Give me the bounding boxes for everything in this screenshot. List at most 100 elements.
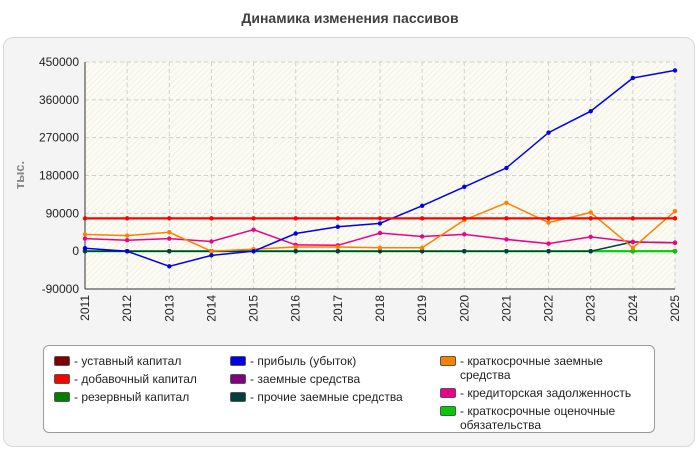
legend-label: - краткосрочные заемные средства: [460, 354, 603, 382]
data-point: [462, 248, 467, 254]
legend-swatch: [440, 388, 456, 398]
x-tick-label: 2017: [331, 295, 345, 322]
data-point: [82, 232, 88, 237]
data-point: [209, 239, 214, 244]
y-tick-label: -90000: [42, 282, 80, 296]
legend-item: - краткосрочные заемные средства: [440, 354, 650, 382]
legend-item: - прочие заемные средства: [230, 390, 430, 404]
data-point: [504, 248, 509, 254]
data-point: [124, 216, 130, 221]
data-point: [588, 108, 593, 114]
data-point: [335, 244, 341, 250]
data-point: [546, 241, 551, 246]
data-point: [335, 224, 341, 229]
data-point: [293, 248, 298, 254]
data-point: [630, 216, 636, 221]
x-tick-label: 2011: [78, 295, 92, 321]
data-point: [546, 130, 551, 135]
data-point: [672, 68, 678, 73]
data-point: [630, 248, 636, 254]
data-point: [377, 216, 383, 221]
data-point: [419, 234, 425, 239]
y-tick-label: 270000: [39, 131, 79, 145]
data-point: [167, 248, 172, 254]
legend-item: - прибыль (убыток): [230, 354, 430, 368]
data-point: [504, 165, 509, 171]
data-point: [419, 245, 425, 251]
data-point: [124, 248, 130, 254]
data-point: [588, 248, 593, 254]
x-tick-label: 2022: [542, 295, 556, 322]
data-point: [419, 216, 425, 221]
data-point: [167, 264, 172, 269]
data-point: [462, 232, 467, 237]
legend-swatch: [230, 392, 246, 402]
data-point: [588, 216, 593, 221]
x-tick-label: 2016: [289, 295, 303, 322]
x-tick-label: 2013: [162, 295, 176, 322]
legend-label: - краткосрочные оценочные обязательства: [460, 404, 616, 432]
legend-swatch: [440, 356, 456, 366]
y-tick-label: 90000: [46, 206, 80, 220]
x-tick-label: 2019: [415, 295, 429, 322]
y-axis-label: тыс.: [12, 161, 27, 189]
x-tick-label: 2018: [373, 295, 387, 322]
y-tick-label: 0: [72, 244, 79, 258]
data-point: [546, 216, 551, 221]
x-tick-label: 2012: [120, 295, 134, 322]
legend-swatch: [230, 374, 246, 384]
data-point: [462, 216, 467, 221]
y-tick-label: 180000: [39, 169, 79, 183]
y-tick-label: 360000: [39, 93, 79, 107]
data-point: [293, 244, 298, 250]
legend-swatch: [440, 406, 456, 416]
data-point: [546, 248, 551, 254]
data-point: [630, 75, 636, 81]
legend-swatch: [54, 374, 70, 384]
legend-item: - заемные средства: [230, 372, 430, 386]
data-point: [209, 216, 214, 221]
x-tick-label: 2015: [247, 295, 261, 322]
legend-item: - уставный капитал: [54, 354, 224, 368]
x-tick-label: 2024: [626, 295, 640, 322]
data-point: [377, 230, 383, 236]
data-point: [167, 230, 172, 235]
data-point: [124, 233, 130, 238]
legend-label: - кредиторская задолженность: [460, 386, 632, 400]
data-point: [82, 246, 88, 251]
legend-label: - прибыль (убыток): [250, 354, 357, 368]
chart-title: Динамика изменения пассивов: [241, 10, 459, 26]
data-point: [504, 237, 509, 242]
legend-label: - резервный капитал: [74, 390, 190, 404]
data-point: [251, 216, 256, 221]
data-point: [293, 216, 298, 221]
legend-item: - краткосрочные оценочные обязательства: [440, 404, 650, 432]
data-point: [588, 234, 593, 240]
data-point: [672, 240, 678, 245]
y-tick-label: 450000: [39, 55, 79, 69]
legend-swatch: [54, 392, 70, 402]
data-point: [419, 248, 425, 254]
x-tick-label: 2014: [204, 295, 218, 322]
legend-label: - добавочный капитал: [74, 372, 197, 386]
legend-label: - уставный капитал: [74, 354, 182, 368]
data-point: [209, 248, 214, 254]
data-point: [82, 216, 88, 221]
data-point: [167, 236, 172, 241]
legend-label: - прочие заемные средства: [250, 390, 403, 404]
legend-item: - добавочный капитал: [54, 372, 224, 386]
legend-label: - заемные средства: [250, 372, 361, 386]
data-point: [588, 210, 593, 215]
data-point: [672, 216, 678, 221]
data-point: [630, 245, 636, 251]
data-point: [462, 184, 467, 190]
legend: - уставный капитал - добавочный капитал - …: [43, 345, 655, 433]
data-point: [377, 248, 383, 254]
x-tick-label: 2023: [584, 295, 598, 322]
x-tick-label: 2020: [457, 295, 471, 322]
x-tick-label: 2025: [668, 295, 682, 322]
data-point: [419, 203, 425, 208]
data-point: [293, 231, 298, 236]
data-point: [209, 253, 214, 258]
data-point: [672, 209, 678, 214]
